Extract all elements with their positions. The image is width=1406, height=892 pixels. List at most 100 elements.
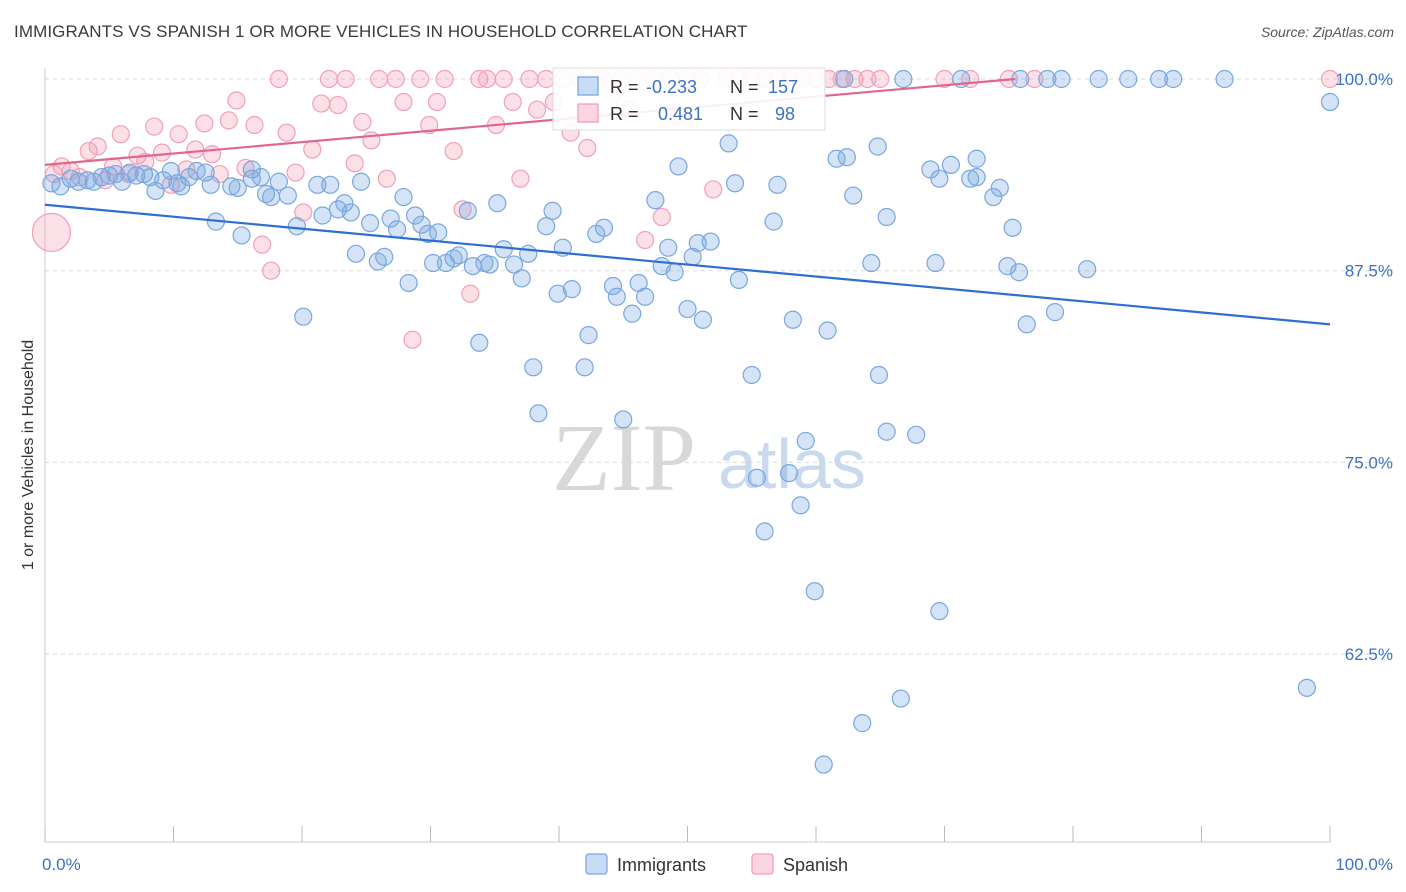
immigrants-point [1089,69,1108,89]
immigrants-point [635,287,655,306]
immigrants-point [321,175,340,194]
spanish-point [219,111,238,130]
spanish-point [227,91,246,110]
spanish-point [386,69,405,89]
immigrants-point [449,246,468,265]
y-tick-label: 87.5% [1345,262,1393,281]
legend-immigrants-swatch-icon [585,853,608,875]
immigrants-point [941,155,961,174]
immigrants-point [1052,69,1071,89]
spanish-point [845,69,864,89]
immigrants-point [1297,678,1316,697]
immigrants-point [512,269,531,288]
immigrants-point [543,201,562,220]
immigrants-point [308,175,327,194]
immigrants-point [862,253,881,273]
spanish-point [503,92,522,112]
spanish-point [145,117,164,136]
immigrants-point [814,755,833,774]
spanish-r-label: R = [610,104,639,124]
spanish-point [152,143,172,162]
source-credit: Source: ZipAtlas.com [1260,24,1394,40]
immigrants-point [791,496,810,515]
immigrants-point [201,175,220,194]
spanish-point [286,163,305,182]
immigrants-point [930,602,949,621]
spanish-point [511,169,530,188]
immigrants-point [755,522,774,541]
immigrants-point [768,175,787,194]
immigrants-point [361,214,380,233]
immigrants-point [783,310,802,329]
immigrants-point [341,203,360,222]
immigrants-point [779,464,799,483]
immigrants-point [837,148,856,167]
spanish-point [537,69,556,89]
immigrants-point [1164,69,1183,89]
immigrants-point [877,207,896,227]
legend-immigrants-label: Immigrants [617,855,706,875]
immigrants-points [42,69,1340,774]
immigrants-point [646,191,665,210]
immigrants-point [504,255,524,274]
spanish-point [1320,69,1340,89]
spanish-point [336,69,355,89]
spanish-point [277,123,296,142]
immigrants-point [742,365,761,385]
spanish-point [427,92,447,112]
spanish-r-value: 0.481 [658,104,703,124]
immigrants-point [232,226,251,245]
immigrants-point [187,161,206,181]
immigrants-point [665,263,684,282]
immigrants-point [891,689,910,708]
immigrants-point [868,137,887,156]
immigrants-point [394,187,413,207]
immigrants-point [614,410,633,429]
immigrants-point [154,171,173,190]
immigrants-point [537,217,556,236]
immigrants-point [480,255,499,274]
immigrants-point [869,365,889,385]
spanish-n-label: N = [730,104,759,124]
immigrants-point [352,172,371,191]
spanish-point [403,330,422,349]
immigrants-point [228,178,247,197]
immigrants-point [961,169,980,188]
spanish-point [420,115,439,135]
immigrants-point [818,321,837,340]
immigrants-point [387,220,407,239]
spanish-point [370,69,389,89]
immigrants-point [346,244,366,263]
immigrants-point [701,232,720,251]
spanish-point [195,114,214,133]
immigrants-point [835,69,854,89]
immigrants-point [1078,260,1097,279]
immigrants-point [256,184,276,204]
immigrants-point [375,247,394,266]
spanish-trend-line [44,77,1016,166]
spanish-point [461,284,480,303]
immigrants-point [747,468,766,487]
spanish-point [377,169,396,188]
watermark-zip: ZIP [552,404,696,511]
spanish-point [186,140,205,159]
immigrants-point [335,194,354,213]
immigrants-point [990,178,1009,197]
spanish-point [578,138,597,158]
immigrants-point [313,206,332,225]
spanish-point [88,137,107,156]
spanish-point [312,94,331,113]
immigrants-point [926,253,945,273]
immigrants-point [796,431,815,451]
spanish-point [444,141,463,161]
spanish-point [635,230,655,250]
spanish-point [245,115,264,135]
spanish-point [353,112,372,132]
immigrants-point [877,422,896,441]
immigrants-point [368,252,387,271]
immigrants-point [764,212,783,231]
spanish-point [871,69,890,89]
spanish-point [253,235,272,254]
immigrants-point [1215,69,1234,89]
